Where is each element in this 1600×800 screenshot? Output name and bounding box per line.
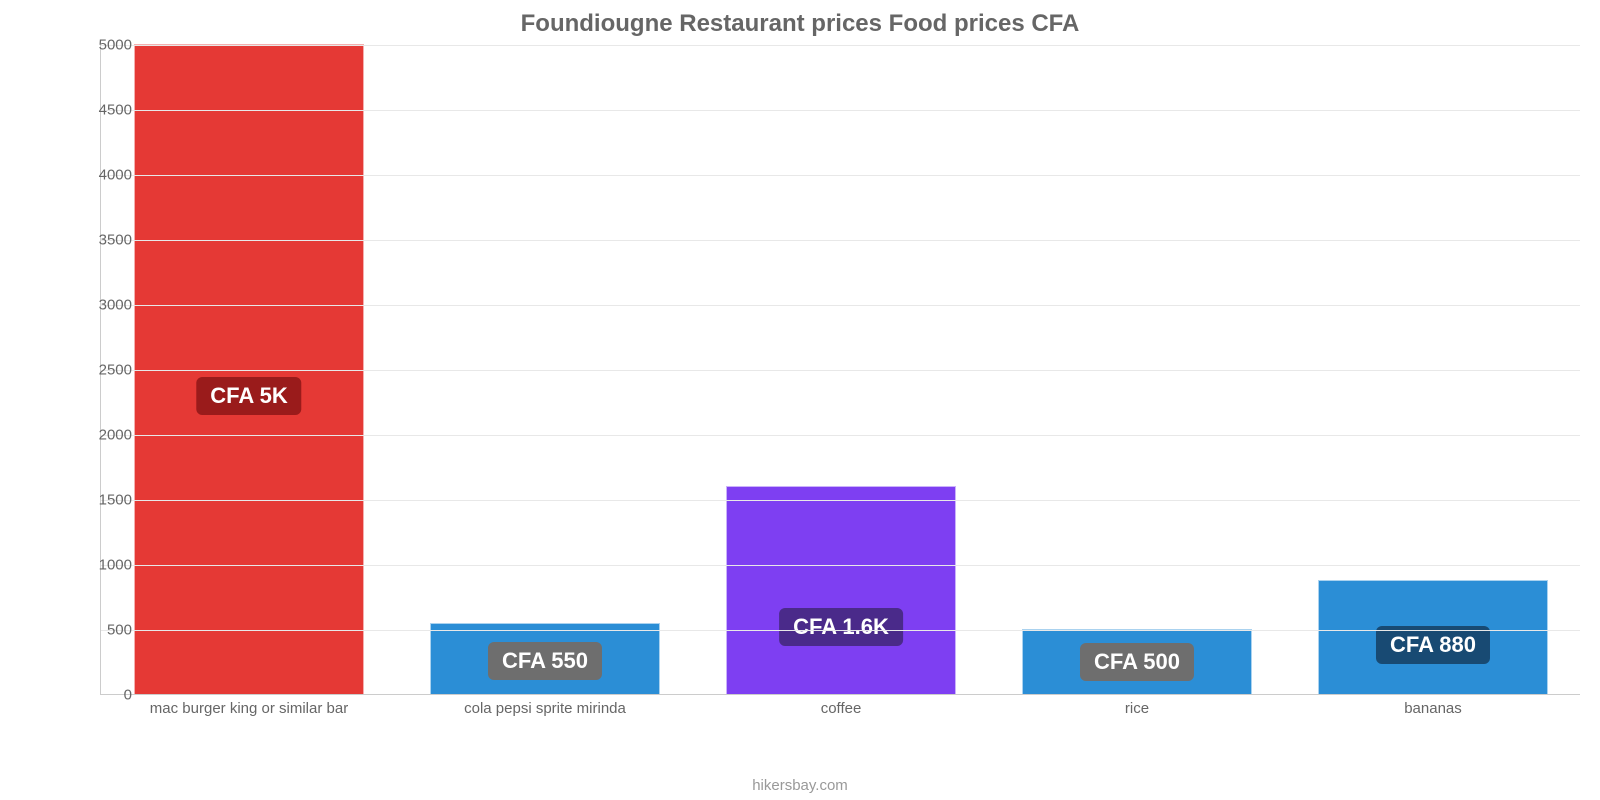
y-tick-label: 3000	[72, 297, 132, 314]
bar-value-label: CFA 880	[1376, 626, 1490, 664]
x-tick-label: cola pepsi sprite mirinda	[464, 700, 626, 717]
bar	[134, 44, 365, 694]
gridline	[101, 305, 1580, 306]
x-tick-label: coffee	[821, 700, 862, 717]
bar-value-label: CFA 1.6K	[779, 608, 903, 646]
y-tick-label: 500	[72, 622, 132, 639]
gridline	[101, 630, 1580, 631]
chart-area: CFA 5K CFA 550 CFA 1.6K CFA 500 CFA 880 0 500…	[60, 45, 1580, 725]
gridline	[101, 565, 1580, 566]
y-tick-label: 1000	[72, 557, 132, 574]
y-tick-label: 0	[72, 687, 132, 704]
bar-value-label: CFA 550	[488, 642, 602, 680]
gridline	[101, 45, 1580, 46]
y-tick-label: 2000	[72, 427, 132, 444]
x-tick-label: bananas	[1404, 700, 1462, 717]
x-tick-label: rice	[1125, 700, 1149, 717]
credit-text: hikersbay.com	[0, 777, 1600, 794]
y-tick-label: 5000	[72, 37, 132, 54]
bar-value-label: CFA 500	[1080, 643, 1194, 681]
bar	[726, 486, 957, 694]
y-tick-label: 2500	[72, 362, 132, 379]
y-tick-label: 1500	[72, 492, 132, 509]
plot-area: CFA 5KCFA 550CFA 1.6KCFA 500CFA 880 0500…	[100, 45, 1580, 695]
gridline	[101, 110, 1580, 111]
x-tick-label: mac burger king or similar bar	[150, 700, 348, 717]
gridline	[101, 500, 1580, 501]
y-tick-label: 4500	[72, 102, 132, 119]
y-tick-label: 4000	[72, 167, 132, 184]
gridline	[101, 175, 1580, 176]
gridline	[101, 240, 1580, 241]
bar-value-label: CFA 5K	[196, 377, 301, 415]
gridline	[101, 435, 1580, 436]
gridline	[101, 370, 1580, 371]
y-tick-label: 3500	[72, 232, 132, 249]
chart-title: Foundiougne Restaurant prices Food price…	[0, 0, 1600, 43]
